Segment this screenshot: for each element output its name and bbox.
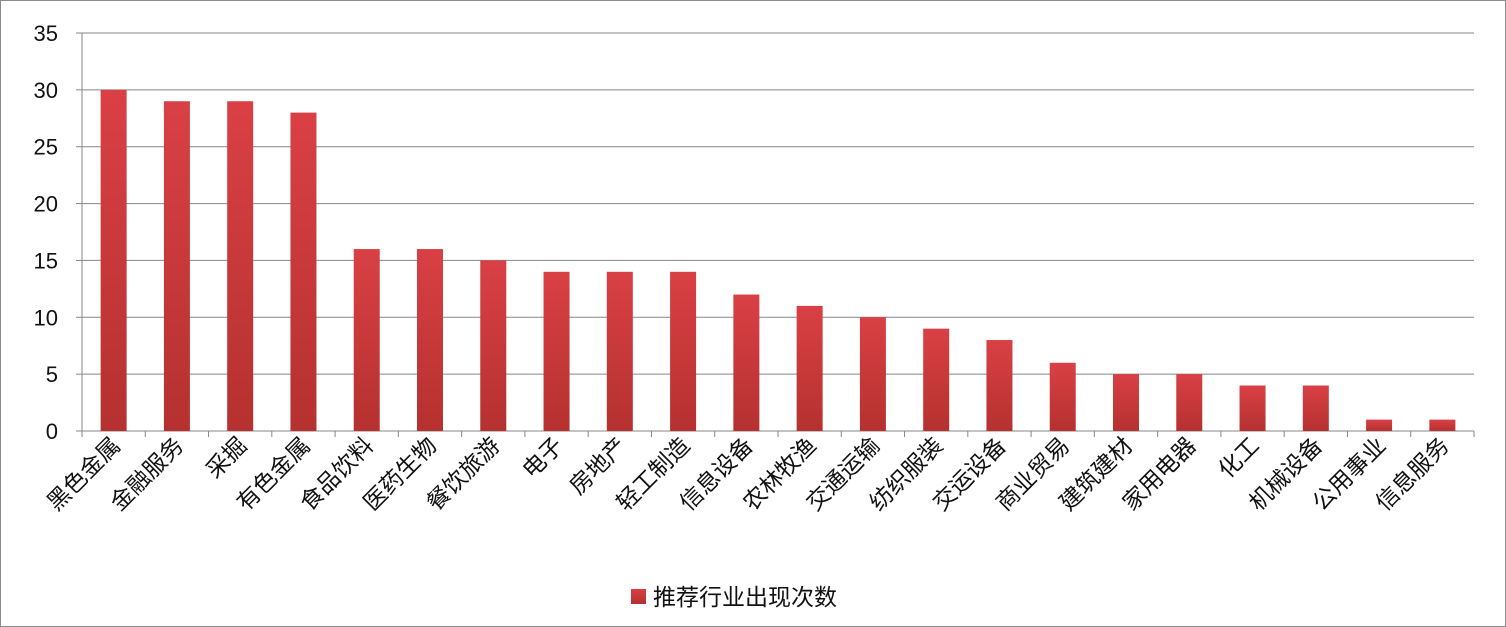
x-tick-label: 电子 [518,433,569,484]
bar [100,89,127,431]
x-tick-label: 化工 [1214,433,1265,484]
bar [1176,374,1203,431]
legend: 推荐行业出现次数 [631,585,837,611]
bar [1113,374,1139,431]
y-tick-labels: 0 5 10 15 20 25 30 35 [34,21,58,444]
bar [1302,385,1329,431]
legend-label: 推荐行业出现次数 [653,585,837,611]
bar [290,112,317,431]
y-tick-label: 35 [34,21,58,46]
y-tick-label: 5 [46,362,58,387]
bar [1366,419,1393,431]
bar [163,101,190,431]
bar [733,294,760,431]
y-tick-label: 25 [34,135,58,160]
bar [606,271,633,431]
bar [353,249,380,431]
bar [1049,362,1076,431]
bar [417,249,443,431]
bar [923,328,950,431]
bar [1239,385,1266,431]
bars [100,89,1456,431]
y-tick-label: 15 [34,248,58,273]
y-tick-label: 10 [34,305,58,330]
y-tick-label: 0 [46,419,58,444]
bar [859,317,886,431]
gridlines [76,32,1474,432]
bar [1429,419,1456,431]
bar [986,340,1013,431]
y-tick-label: 30 [34,78,58,103]
bar [543,271,570,431]
bar [227,101,254,431]
bar [480,260,507,431]
x-tick-label: 采掘 [202,433,253,484]
y-tick-label: 20 [34,192,58,217]
bar [670,271,697,431]
bar [796,305,823,431]
legend-swatch [631,589,646,604]
